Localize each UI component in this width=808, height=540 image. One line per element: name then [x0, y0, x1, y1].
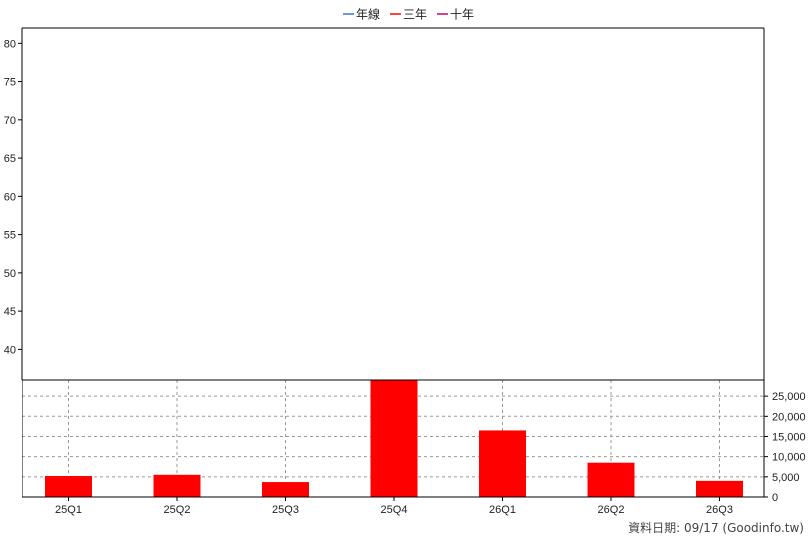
plot-frames [0, 27, 765, 498]
price-tick-label: 70 [4, 115, 16, 127]
volume-tick-label: 25,000 [772, 391, 806, 403]
chart-legend: 年線 三年 十年 [343, 7, 474, 22]
source-note: 資料日期: 09/17 (Goodinfo.tw) [628, 521, 804, 535]
x-tick-label: 25Q3 [272, 504, 299, 516]
x-tick-label: 26Q3 [706, 504, 733, 516]
x-tick-label: 25Q1 [55, 504, 82, 516]
x-tick-label: 26Q1 [489, 504, 516, 516]
x-tick-label: 26Q2 [598, 504, 625, 516]
price-plot-area [22, 28, 764, 380]
price-tick-label: 55 [4, 230, 16, 242]
price-tick-label: 65 [4, 153, 16, 165]
price-tick-label: 75 [4, 77, 16, 89]
volume-bar [153, 474, 201, 497]
volume-tick-label: 20,000 [772, 411, 806, 423]
price-tick-label: 60 [4, 191, 16, 203]
price-tick-label: 45 [4, 306, 16, 318]
legend-label: 年線 [356, 7, 380, 22]
volume-bar [262, 482, 309, 497]
volume-bar [479, 430, 526, 497]
price-tick-label: 50 [4, 268, 16, 280]
volume-tick-label: 10,000 [772, 452, 806, 464]
volume-bar [587, 462, 635, 497]
volume-tick-label: 0 [772, 492, 778, 504]
volume-tick-label: 15,000 [772, 431, 806, 443]
x-tick-label: 25Q2 [164, 504, 191, 516]
axis-labels: 40 45 50 55 60 65 70 75 80 0 5,000 10,000 15,000 20,0… [4, 38, 806, 516]
price-tick-label: 40 [4, 344, 16, 356]
legend-label: 十年 [450, 8, 474, 22]
legend-label: 三年 [403, 8, 427, 22]
price-tick-label: 80 [4, 38, 16, 50]
volume-bar [370, 380, 418, 497]
volume-bar [45, 476, 92, 497]
volume-bar [696, 480, 743, 497]
volume-tick-label: 5,000 [772, 472, 800, 484]
volume-left-margin [0, 380, 22, 497]
x-tick-label: 25Q4 [381, 504, 408, 516]
volume-bars [45, 380, 743, 497]
